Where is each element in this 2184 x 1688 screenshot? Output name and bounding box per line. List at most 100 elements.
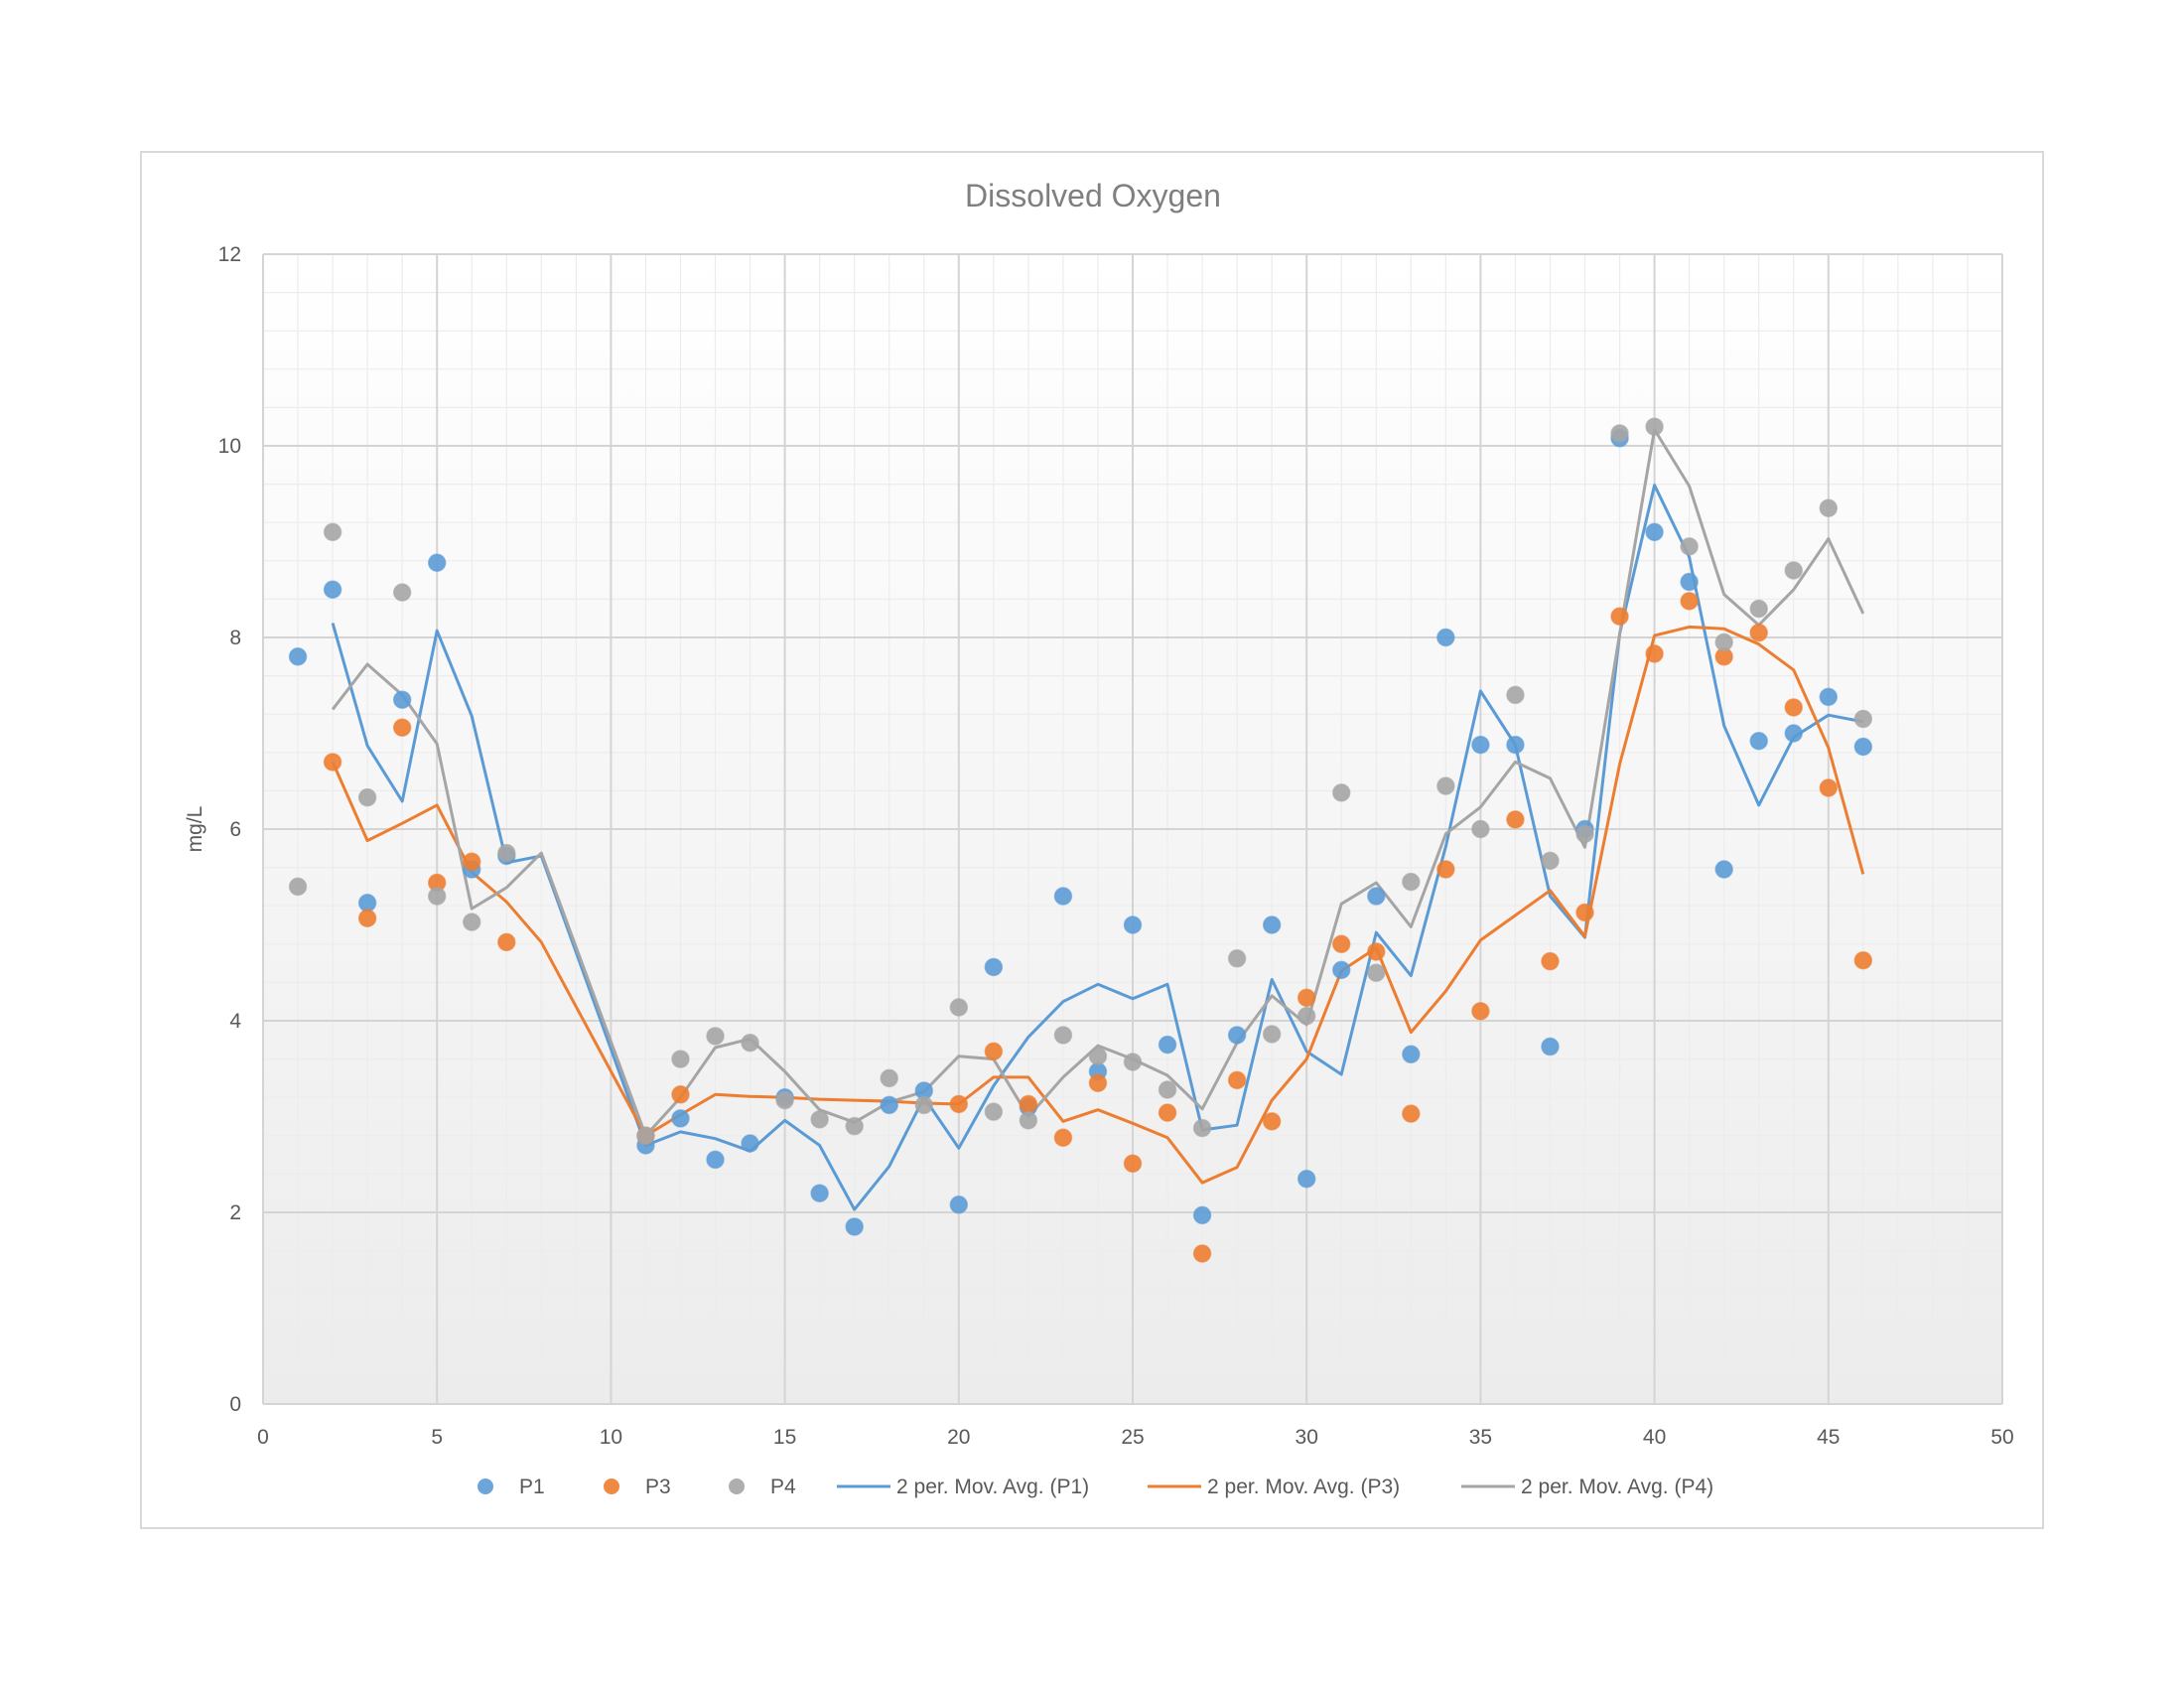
data-point: [1088, 1047, 1108, 1065]
data-point: [323, 580, 342, 599]
data-point: [1088, 1073, 1108, 1092]
data-point: [462, 913, 481, 931]
data-point: [1749, 599, 1768, 619]
data-point: [1853, 737, 1873, 757]
data-point: [1541, 1037, 1560, 1056]
data-point: [741, 1033, 759, 1053]
x-tick-labels: 0 5 10 15 20 25 30 35 40 45 50: [257, 1426, 2014, 1449]
data-point: [357, 787, 377, 807]
legend-label: P1: [519, 1476, 545, 1498]
data-point: [1784, 724, 1804, 743]
data-point: [1123, 1154, 1143, 1174]
data-point: [671, 1109, 690, 1128]
legend-marker: [604, 1478, 619, 1494]
major-gridlines: [262, 253, 2003, 1405]
legend-label: 2 per. Mov. Avg. (P3): [1207, 1476, 1400, 1498]
data-point: [1471, 735, 1490, 755]
x-tick-label: 35: [1469, 1426, 1492, 1449]
data-point: [1541, 951, 1560, 971]
data-point: [1436, 860, 1455, 879]
data-point: [1610, 424, 1629, 443]
data-point: [810, 1184, 829, 1202]
data-point: [1297, 1169, 1316, 1189]
data-point: [392, 690, 412, 709]
data-point: [984, 957, 1004, 977]
data-point: [1819, 778, 1839, 797]
data-point: [706, 1150, 725, 1170]
legend-label: P4: [770, 1476, 796, 1498]
x-tick-label: 45: [1817, 1426, 1840, 1449]
data-point: [1367, 963, 1386, 982]
data-point: [1714, 633, 1733, 652]
data-point: [1019, 1111, 1038, 1130]
data-point: [741, 1134, 759, 1153]
data-point: [1192, 1205, 1212, 1225]
data-point: [323, 753, 342, 772]
x-tick-label: 25: [1121, 1426, 1144, 1449]
data-point: [1471, 819, 1490, 839]
data-point: [357, 894, 377, 913]
legend-label: 2 per. Mov. Avg. (P4): [1521, 1476, 1713, 1498]
data-point: [1645, 522, 1664, 542]
data-point: [1471, 1002, 1490, 1021]
data-point: [1053, 1128, 1073, 1147]
x-tick-label: 10: [600, 1426, 622, 1449]
data-point: [1506, 685, 1525, 705]
legend-marker: [729, 1478, 745, 1494]
data-point: [462, 852, 481, 872]
data-point: [1784, 561, 1804, 580]
data-point: [880, 1095, 898, 1115]
chart-title: Dissolved Oxygen: [965, 178, 1221, 213]
data-point: [392, 583, 412, 602]
legend-marker: [478, 1478, 493, 1494]
x-tick-label: 0: [257, 1426, 269, 1449]
x-tick-label: 15: [773, 1426, 796, 1449]
data-point: [949, 1094, 969, 1114]
data-point: [288, 877, 308, 897]
data-point: [984, 1042, 1004, 1061]
data-point: [1436, 628, 1455, 647]
data-point: [1158, 1103, 1177, 1122]
data-point: [323, 522, 342, 542]
data-point: [1158, 1035, 1177, 1055]
y-tick-labels: 0 2 4 6 8 10 12: [218, 243, 242, 1416]
data-point: [1575, 903, 1594, 922]
data-point: [1645, 644, 1664, 663]
data-point: [1680, 572, 1699, 592]
data-point: [671, 1085, 690, 1104]
legend-label: 2 per. Mov. Avg. (P1): [896, 1476, 1089, 1498]
data-point: [706, 1027, 725, 1046]
data-point: [636, 1126, 655, 1146]
x-tick-label: 50: [1990, 1426, 2013, 1449]
data-point: [1331, 783, 1351, 802]
data-point: [1053, 887, 1073, 906]
data-point: [1506, 810, 1525, 829]
data-point: [1019, 1094, 1038, 1114]
data-point: [775, 1090, 794, 1110]
data-point: [1331, 934, 1351, 954]
data-point: [1262, 1025, 1282, 1044]
data-point: [1053, 1026, 1073, 1045]
data-point: [1262, 1112, 1282, 1131]
y-tick-label: 4: [229, 1010, 241, 1033]
data-point: [1297, 1006, 1316, 1026]
data-point: [1402, 1045, 1421, 1064]
y-tick-label: 2: [229, 1201, 241, 1224]
y-tick-label: 12: [218, 243, 241, 266]
data-point: [1784, 698, 1804, 717]
data-point: [392, 718, 412, 737]
y-axis-label: mg/L: [184, 806, 206, 853]
data-point: [497, 932, 516, 952]
data-point: [1192, 1244, 1212, 1263]
x-tick-label: 5: [431, 1426, 443, 1449]
data-point: [1610, 607, 1629, 627]
data-point: [949, 1196, 969, 1214]
data-point: [1749, 731, 1768, 751]
data-point: [1819, 498, 1839, 517]
data-point: [1506, 735, 1525, 755]
data-point: [1367, 942, 1386, 961]
x-tick-label: 40: [1643, 1426, 1666, 1449]
data-point: [1227, 1026, 1247, 1045]
data-point: [427, 887, 447, 906]
data-point: [1819, 687, 1839, 707]
